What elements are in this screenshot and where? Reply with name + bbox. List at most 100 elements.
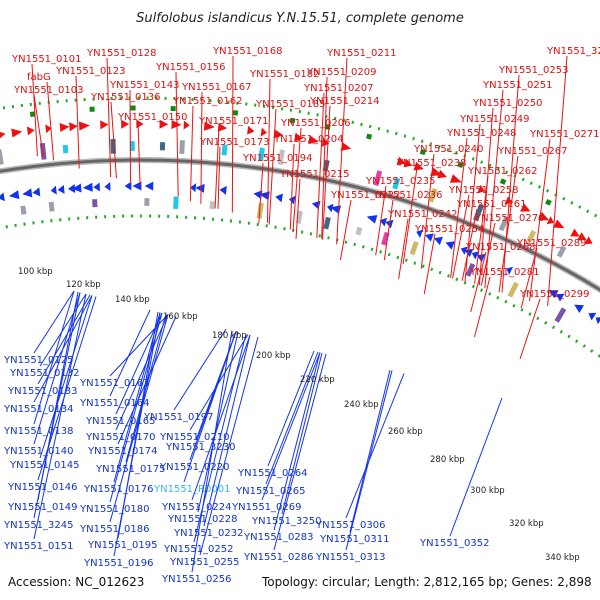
feature-box (465, 262, 476, 277)
reverse-gene-arrow (311, 200, 321, 210)
top-gene-label: YN1551_0235 (365, 176, 436, 187)
bottom-gene-label: YN1551_3250 (251, 516, 322, 527)
top-gene-label: YN1551_0240 (413, 144, 484, 155)
reverse-gene-arrow (556, 293, 565, 302)
top-label-leader (450, 137, 468, 279)
bottom-gene-label: YN1551_0195 (87, 540, 158, 551)
reverse-gene-arrow (124, 181, 132, 191)
bottom-gene-label: YN1551_0286 (243, 552, 314, 563)
bottom-gene-label: YN1551_0232 (173, 528, 244, 539)
bottom-label-leader (173, 328, 227, 411)
top-gene-labels: YN1551_0101 fabG YN1551_0103 YN1551_0123 YN1… (11, 46, 600, 360)
bottom-label-leader (33, 292, 81, 519)
tick-label: 140 kbp (115, 295, 150, 305)
reverse-gene-arrow (416, 229, 423, 238)
reverse-gene-arrow (460, 246, 468, 255)
reverse-gene-arrow (574, 304, 584, 313)
tick-label: 120 kbp (66, 280, 101, 290)
forward-gene-arrow (520, 203, 531, 212)
forward-gene-arrow (570, 228, 580, 237)
reverse-gene-arrow (195, 183, 205, 193)
topology-label: Topology: circular; Length: 2,812,165 bp… (261, 575, 592, 589)
bottom-gene-label: YN1551_0140 (3, 446, 74, 457)
top-label-leader (336, 57, 348, 245)
forward-gene-arrow (403, 158, 413, 168)
feature-box (173, 196, 179, 210)
top-gene-label: YN1551_0222 (330, 190, 401, 201)
bottom-gene-label: YN1551_0180 (79, 504, 150, 515)
bottom-label-leader (33, 290, 75, 354)
top-gene-label: YN1551_3249 (546, 46, 600, 57)
gc-marker (232, 110, 239, 116)
bottom-gene-label: YN1551_0170 (85, 432, 156, 443)
top-gene-label: YN1551_0207 (303, 83, 374, 94)
top-label-leader (33, 94, 44, 157)
bottom-label-leader (203, 334, 251, 527)
accession-label: Accession: NC_012623 (8, 575, 144, 589)
top-gene-label: fabG (27, 72, 51, 83)
top-label-leader (175, 71, 179, 197)
bottom-gene-label: YN1551_0176 (83, 484, 154, 495)
forward-gene-arrow (538, 211, 550, 221)
gc-marker (89, 106, 95, 112)
top-label-leader (383, 199, 394, 261)
feature-box (373, 170, 383, 187)
tick-label: 100 kbp (18, 267, 53, 277)
feature-box (221, 144, 228, 156)
top-gene-label: YN1551_0248 (446, 128, 517, 139)
bottom-gene-label: YN1551_0256 (161, 574, 232, 585)
reverse-gene-arrow (275, 193, 283, 203)
top-gene-label: YN1551_0242 (387, 209, 458, 220)
gc-marker (419, 148, 427, 156)
top-label-leader (268, 108, 277, 225)
bottom-gene-label: YN1551_0252 (163, 544, 234, 555)
bottom-gene-label: YN1551_0133 (7, 386, 78, 397)
reverse-gene-arrow (68, 184, 76, 193)
bottom-label-leader (113, 312, 161, 557)
feature-box (129, 141, 135, 151)
feature-box (428, 187, 438, 203)
bottom-label-leader (191, 330, 233, 573)
top-label-leader (31, 63, 38, 157)
bottom-gene-label: YN1551_0125 (3, 355, 74, 366)
forward-gene-arrow (203, 121, 215, 131)
top-gene-label: YN1551_0211 (326, 48, 397, 59)
feature-box (556, 245, 567, 258)
forward-gene-arrow (546, 216, 554, 225)
top-label-leader (129, 89, 131, 184)
gc-marker (29, 111, 36, 117)
top-gene-label: YN1551_0168 (212, 46, 283, 57)
reverse-gene-arrow (549, 290, 559, 299)
top-label-leader (501, 74, 520, 293)
reverse-gene-arrow (104, 182, 111, 191)
bottom-label-leader (37, 294, 91, 385)
bottom-gene-label: YN1551_3230 (165, 442, 236, 453)
reverse-gene-arrow (190, 183, 197, 193)
bottom-label-leader (261, 352, 321, 501)
bottom-gene-label: YN1551_0283 (243, 532, 314, 543)
tick-label: 240 kbp (344, 400, 379, 410)
top-label-leader (398, 218, 409, 280)
forward-gene-arrow (273, 129, 284, 139)
forward-gene-arrow (260, 127, 267, 137)
top-gene-label: YN1551_0236 (372, 190, 443, 201)
top-gene-label: YN1551_0215 (279, 169, 350, 180)
top-gene-label: YN1551_0299 (519, 289, 590, 300)
top-gene-label: YN1551_0123 (55, 66, 126, 77)
bottom-label-leader (197, 331, 239, 513)
bottom-gene-label: YN1551_R0001 (153, 484, 230, 495)
tick-label: 280 kbp (430, 455, 465, 465)
reverse-gene-arrow (327, 203, 334, 213)
feature-box (39, 142, 47, 160)
gc-marker (289, 117, 296, 124)
top-gene-label: YN1551_0289 (516, 238, 587, 249)
bottom-label-leader (349, 369, 391, 533)
bottom-gene-label: YN1551_0220 (159, 462, 230, 473)
map-title: Sulfolobus islandicus Y.N.15.51, complet… (136, 11, 464, 26)
genome-tracks (0, 96, 600, 359)
feature-box (144, 198, 150, 206)
feature-box (0, 149, 4, 165)
top-label-leader (478, 107, 494, 286)
bottom-gene-label: YN1551_0224 (161, 502, 232, 513)
reverse-gene-arrow (464, 248, 474, 258)
